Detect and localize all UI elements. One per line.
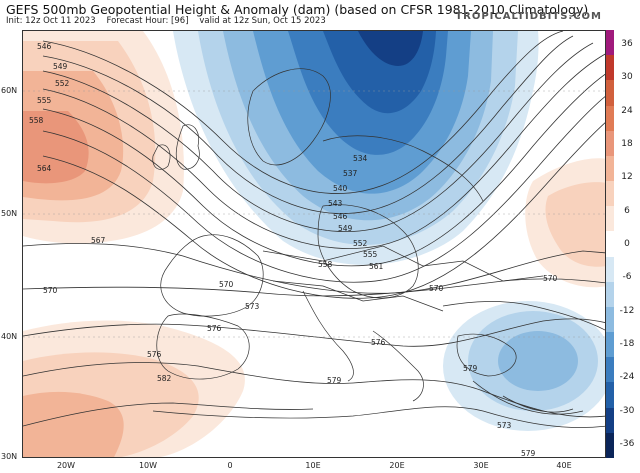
contour-label: 576 [371, 338, 386, 347]
lat-label: 40N [1, 332, 18, 341]
lon-label: 10W [138, 461, 158, 470]
lon-label: 20W [56, 461, 76, 470]
colorbar-label: 24 [621, 105, 633, 116]
colorbar-segment [606, 357, 614, 383]
colorbar-segment [606, 105, 614, 132]
contour-label: 579 [521, 449, 536, 458]
contour-label: 555 [37, 96, 52, 105]
colorbar-segment [606, 382, 614, 409]
contour-label: 537 [343, 169, 358, 178]
forecast-hour: Forecast Hour: [96] [106, 16, 189, 26]
contour-label: 570 [429, 284, 444, 293]
lon-label: 30E [473, 461, 489, 470]
contour-label: 582 [157, 374, 172, 383]
height-contours [23, 31, 605, 427]
contour-label: 552 [353, 239, 368, 248]
contour-label: 576 [147, 350, 162, 359]
contour-label: 558 [318, 260, 333, 269]
map-panel: 546 549 552 555 558 564 567 570 570 570 … [22, 30, 606, 458]
chart-subtitle: Init: 12z Oct 11 2023 Forecast Hour: [96… [6, 16, 326, 26]
lon-label: 20E [389, 461, 405, 470]
contour-label: 579 [327, 376, 342, 385]
colorbar-segment [606, 231, 614, 258]
anomaly-map: 546 549 552 555 558 564 567 570 570 570 … [23, 31, 605, 458]
colorbar-label: -12 [619, 305, 635, 316]
contour-label: 546 [333, 212, 348, 221]
contour-label: 552 [55, 79, 70, 88]
colorbar-segment [606, 432, 614, 459]
colorbar-segment [606, 281, 614, 308]
contour-label: 570 [43, 286, 58, 295]
colorbar-segment [606, 30, 614, 56]
colorbar-segment [606, 55, 614, 81]
contour-label: 549 [53, 62, 68, 71]
colorbar-label: 36 [621, 39, 633, 49]
colorbar-segment [606, 306, 614, 333]
colorbar-label: -36 [619, 439, 635, 449]
graticule [23, 90, 605, 338]
contour-label: 558 [29, 116, 44, 125]
site-brand: TROPICALTIDBITS.COM [455, 11, 602, 22]
colorbar-segment [606, 181, 614, 207]
colorbar-label: 18 [621, 139, 633, 149]
lat-label: 60N [1, 86, 18, 95]
colorbar-label: 0 [624, 239, 630, 249]
colorbar-label: -24 [619, 372, 635, 383]
contour-labels: 546 549 552 555 558 564 567 570 570 570 … [29, 42, 558, 458]
colorbar-segment [606, 332, 614, 358]
positive-anomaly-field [23, 31, 605, 457]
chart-header: GEFS 500mb Geopotential Height & Anomaly… [0, 0, 640, 30]
colorbar-label: 12 [621, 172, 633, 183]
contour-label: 543 [328, 199, 343, 208]
contour-label: 564 [37, 164, 52, 173]
colorbar-segment [606, 256, 614, 283]
colorbar [606, 30, 614, 459]
lat-label: 50N [1, 209, 18, 218]
lon-label: 10E [305, 461, 321, 470]
contour-label: 561 [369, 262, 384, 271]
colorbar-segment [606, 155, 614, 182]
contour-label: 540 [333, 184, 348, 193]
colorbar-label: -6 [622, 272, 632, 283]
colorbar-segment [606, 206, 614, 232]
contour-label: 534 [353, 154, 368, 163]
colorbar-label: 6 [624, 205, 630, 216]
contour-label: 567 [91, 236, 106, 245]
negative-anomaly-field [173, 31, 605, 431]
contour-label: 546 [37, 42, 52, 51]
colorbar-segment [606, 80, 614, 107]
contour-label: 579 [463, 364, 478, 373]
contour-label: 573 [245, 302, 260, 311]
lat-label: 30N [1, 452, 18, 461]
colorbar-label: -30 [619, 405, 635, 416]
colorbar-segment [606, 130, 614, 157]
contour-label: 549 [338, 224, 353, 233]
lon-label: 0 [227, 461, 233, 470]
contour-label: 576 [207, 324, 222, 333]
valid-time: valid at 12z Sun, Oct 15 2023 [199, 16, 326, 26]
colorbar-label: 30 [621, 72, 633, 83]
contour-label: 570 [219, 280, 234, 289]
lon-label: 40E [556, 461, 572, 470]
init-time: Init: 12z Oct 11 2023 [6, 16, 96, 26]
chart-title: GEFS 500mb Geopotential Height & Anomaly… [6, 2, 589, 17]
colorbar-label: -18 [619, 339, 635, 349]
colorbar-segment [606, 407, 614, 434]
coastlines [152, 68, 605, 428]
contour-label: 555 [363, 250, 378, 259]
contour-label: 573 [497, 421, 512, 430]
contour-label: 570 [543, 274, 558, 283]
